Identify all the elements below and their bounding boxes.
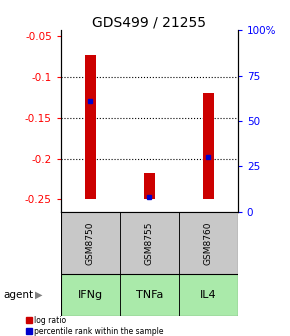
Text: GSM8755: GSM8755 bbox=[145, 221, 154, 264]
Bar bbox=[144, 173, 155, 200]
FancyBboxPatch shape bbox=[179, 212, 238, 274]
Text: TNFa: TNFa bbox=[136, 290, 163, 300]
Text: IL4: IL4 bbox=[200, 290, 217, 300]
Text: agent: agent bbox=[3, 290, 33, 300]
FancyBboxPatch shape bbox=[179, 274, 238, 316]
Text: IFNg: IFNg bbox=[78, 290, 103, 300]
FancyBboxPatch shape bbox=[120, 274, 179, 316]
Text: ▶: ▶ bbox=[35, 290, 43, 300]
FancyBboxPatch shape bbox=[61, 274, 120, 316]
Text: GSM8750: GSM8750 bbox=[86, 221, 95, 264]
Bar bbox=[203, 93, 214, 200]
FancyBboxPatch shape bbox=[120, 212, 179, 274]
Text: GSM8760: GSM8760 bbox=[204, 221, 213, 264]
FancyBboxPatch shape bbox=[61, 212, 120, 274]
Title: GDS499 / 21255: GDS499 / 21255 bbox=[92, 15, 206, 29]
Legend: log ratio, percentile rank within the sample: log ratio, percentile rank within the sa… bbox=[23, 313, 167, 336]
Bar bbox=[85, 55, 96, 200]
